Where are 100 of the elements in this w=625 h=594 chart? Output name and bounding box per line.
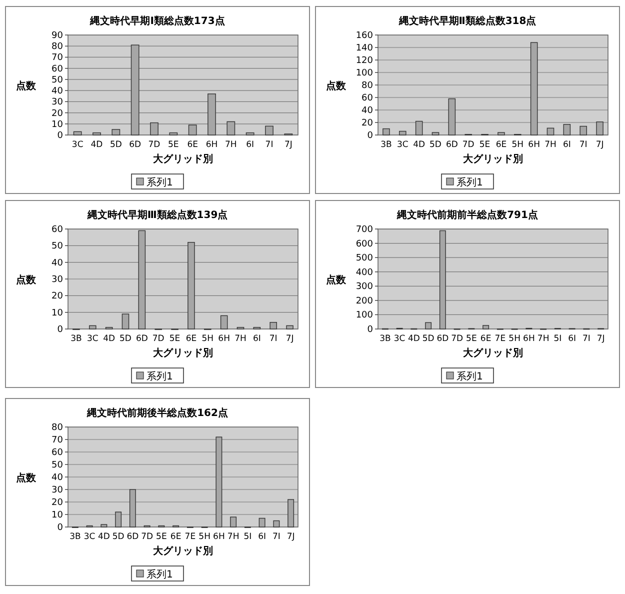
- bar: [73, 131, 82, 136]
- y-tick-label: 140: [356, 44, 374, 54]
- bar: [230, 516, 237, 528]
- x-tick-label: 5D: [430, 140, 442, 150]
- y-tick-label: 500: [356, 254, 374, 264]
- x-tick-label: 7J: [286, 334, 294, 344]
- x-tick-label: 7H: [234, 334, 246, 344]
- x-tick-label: 5E: [479, 140, 490, 150]
- y-tick-label: 80: [52, 423, 64, 433]
- bar: [273, 520, 280, 528]
- chart-title: 縄文時代早期Ⅲ類総点数139点: [86, 209, 228, 221]
- bar: [188, 242, 195, 330]
- x-tick-label: 5I: [554, 334, 562, 344]
- x-tick-label: 5D: [110, 140, 122, 150]
- x-tick-label: 5D: [422, 334, 435, 344]
- bar: [216, 436, 222, 528]
- y-tick-label: 40: [52, 473, 64, 483]
- legend-label: 系列1: [146, 370, 173, 382]
- x-tick-label: 6H: [213, 532, 225, 542]
- x-tick-label: 6D: [126, 532, 140, 542]
- legend: 系列1: [131, 174, 184, 190]
- x-tick-label: 7H: [227, 532, 240, 542]
- y-tick-label: 700: [356, 225, 374, 235]
- x-tick-label: 5H: [512, 140, 524, 150]
- bar: [432, 132, 440, 136]
- x-tick-label: 6I: [252, 334, 261, 344]
- bar: [563, 124, 571, 136]
- x-tick-label: 3C: [394, 334, 406, 344]
- x-tick-label: 6H: [523, 334, 535, 344]
- y-axis-title: 点数: [16, 80, 37, 92]
- x-tick-label: 6E: [480, 334, 492, 344]
- bar: [112, 129, 120, 136]
- legend-label: 系列1: [456, 176, 483, 188]
- x-tick-label: 6I: [568, 334, 576, 344]
- x-tick-label: 7I: [582, 334, 590, 344]
- x-tick-label: 6H: [528, 140, 540, 150]
- x-tick-label: 7I: [272, 532, 280, 542]
- x-tick-label: 5E: [156, 532, 167, 542]
- y-tick-label: 100: [356, 68, 374, 78]
- x-tick-label: 5E: [466, 334, 477, 344]
- x-axis-title: 大グリッド別: [462, 153, 523, 165]
- x-tick-label: 3C: [72, 140, 84, 150]
- y-tick-label: 20: [52, 108, 64, 119]
- x-axis-title: 大グリッド別: [152, 347, 213, 359]
- bar: [439, 230, 446, 330]
- x-tick-label: 6E: [187, 140, 198, 150]
- x-tick-label: 3C: [86, 334, 98, 344]
- y-tick-label: 80: [362, 81, 374, 91]
- y-tick-label: 20: [52, 292, 64, 302]
- x-axis-title: 大グリッド別: [152, 545, 213, 557]
- y-tick-label: 50: [52, 460, 64, 470]
- y-tick-label: 100: [356, 310, 374, 321]
- legend: 系列1: [131, 566, 184, 582]
- bar: [138, 230, 146, 330]
- bar: [415, 120, 423, 136]
- y-tick-label: 0: [57, 523, 64, 533]
- y-tick-label: 20: [52, 498, 64, 508]
- x-tick-label: 4D: [98, 532, 110, 542]
- x-tick-label: 6E: [170, 532, 182, 542]
- bar: [208, 94, 216, 136]
- x-tick-label: 3B: [380, 334, 391, 344]
- y-tick-label: 60: [52, 448, 64, 458]
- y-tick-label: 70: [52, 53, 64, 64]
- y-tick-label: 50: [52, 75, 64, 86]
- x-tick-label: 4D: [408, 334, 420, 344]
- x-tick-label: 6H: [206, 140, 218, 150]
- legend-label: 系列1: [146, 568, 173, 580]
- y-axis-title: 点数: [326, 80, 347, 92]
- x-tick-label: 3B: [70, 532, 81, 542]
- x-tick-label: 7D: [152, 334, 165, 344]
- bar: [399, 130, 406, 136]
- x-tick-label: 5D: [120, 334, 132, 344]
- x-tick-label: 6D: [136, 334, 148, 344]
- bar: [122, 314, 130, 330]
- y-tick-label: 0: [367, 325, 374, 335]
- bar: [596, 122, 604, 136]
- bar: [115, 512, 122, 528]
- x-tick-label: 4D: [103, 334, 116, 344]
- y-tick-label: 40: [52, 86, 64, 97]
- y-tick-label: 0: [57, 325, 64, 335]
- y-tick-label: 600: [356, 239, 374, 250]
- x-tick-label: 4D: [413, 140, 426, 150]
- legend-label: 系列1: [146, 176, 173, 188]
- bar: [530, 42, 538, 136]
- chart-title: 縄文時代前期後半総点数162点: [86, 407, 228, 419]
- x-tick-label: 6D: [446, 140, 458, 150]
- bar: [100, 524, 108, 528]
- bar: [382, 128, 390, 136]
- y-tick-label: 300: [356, 282, 374, 292]
- y-tick-label: 120: [356, 56, 374, 66]
- x-tick-label: 3C: [396, 140, 408, 150]
- y-tick-label: 80: [52, 42, 64, 52]
- chart-title: 縄文時代早期Ⅱ類総点数318点: [398, 15, 536, 27]
- bar: [448, 98, 456, 136]
- bar: [288, 499, 294, 528]
- y-tick-label: 40: [52, 258, 64, 268]
- x-tick-label: 6I: [258, 532, 266, 542]
- bar: [150, 122, 158, 136]
- x-tick-label: 6D: [129, 140, 142, 150]
- chart-title: 縄文時代前期前半総点数791点: [396, 209, 538, 221]
